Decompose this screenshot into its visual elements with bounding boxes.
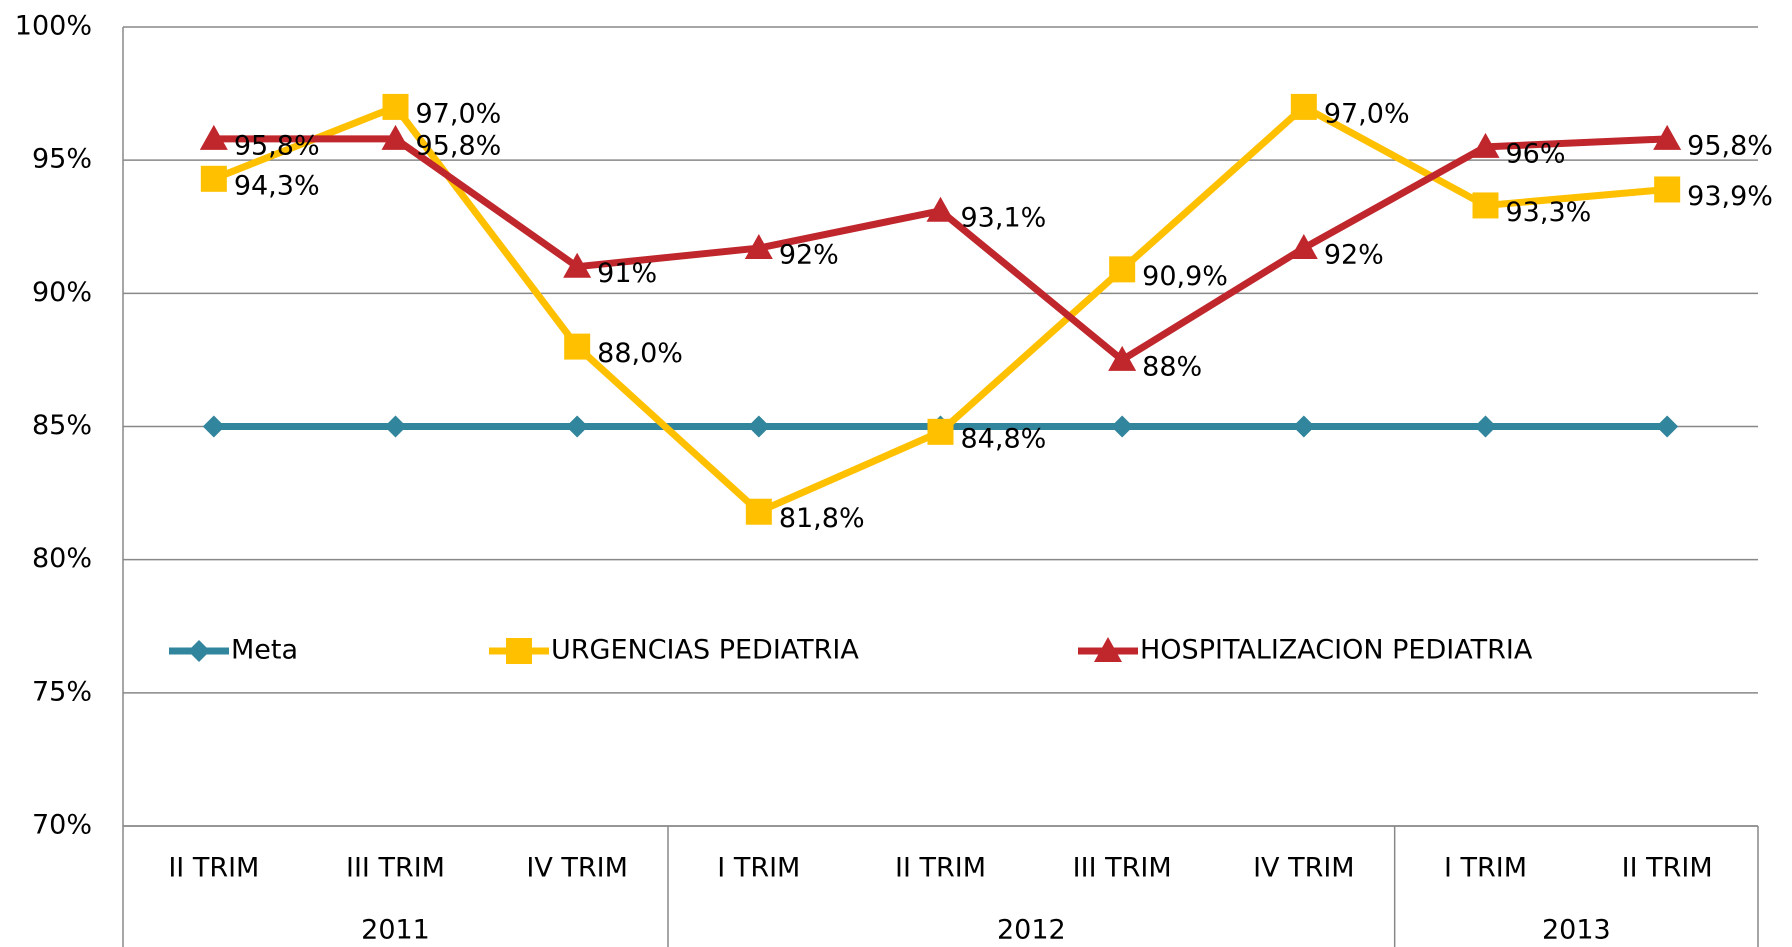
y-tick-label: 100% [15, 11, 92, 42]
x-tick-label: III TRIM [346, 853, 445, 884]
data-label: 95,8% [234, 130, 320, 161]
legend-label: URGENCIAS PEDIATRIA [551, 635, 859, 666]
marker [1109, 256, 1136, 283]
x-tick-label: II TRIM [1622, 853, 1713, 884]
marker [927, 418, 954, 445]
data-label: 84,8% [961, 423, 1047, 454]
marker [1094, 637, 1122, 662]
group-label: 2011 [361, 915, 430, 946]
data-label: 92% [1324, 240, 1384, 271]
marker [1654, 176, 1681, 203]
marker [1474, 415, 1497, 438]
data-label: 97,0% [416, 98, 502, 129]
marker [745, 498, 772, 525]
marker [566, 415, 589, 438]
marker [1653, 124, 1682, 150]
data-label: 95,8% [416, 130, 502, 161]
data-label: 97,0% [1324, 98, 1410, 129]
data-label: 91% [597, 258, 657, 289]
data-label: 93,9% [1687, 181, 1773, 212]
x-tick-label: IV TRIM [1253, 853, 1355, 884]
marker [199, 124, 228, 150]
series: 94,3% 97,0% 88,0% 81,8% 84,8% 90,9% 97,0% 93,3%… [200, 93, 1773, 534]
x-tick-label: I TRIM [717, 853, 800, 884]
marker [1471, 132, 1500, 158]
marker [1289, 234, 1318, 260]
data-label: 94,3% [234, 170, 320, 201]
group-label: 2013 [1542, 915, 1611, 946]
group-label: 2012 [997, 915, 1066, 946]
marker [744, 234, 773, 260]
marker [382, 93, 409, 120]
marker [747, 415, 770, 438]
data-label: 95,8% [1687, 130, 1773, 161]
data-label: 93,3% [1506, 197, 1592, 228]
y-tick-label: 85% [32, 410, 92, 441]
series-line [213, 135, 1668, 364]
marker [200, 165, 227, 192]
x-tick-label: II TRIM [895, 853, 986, 884]
marker [1472, 192, 1499, 219]
marker [506, 638, 532, 664]
series: 95,8% 95,8% 91% 92% 93,1% 88% 92% 96% 95,8% [199, 124, 1773, 382]
x-tick-label: II TRIM [168, 853, 259, 884]
marker [202, 415, 225, 438]
marker [1108, 345, 1137, 371]
x-tick-label: IV TRIM [526, 853, 628, 884]
data-label: 81,8% [779, 503, 865, 534]
marker [564, 333, 591, 360]
y-tick-label: 95% [32, 144, 92, 175]
y-tick-label: 70% [32, 810, 92, 841]
data-label: 92% [779, 240, 839, 271]
marker [384, 415, 407, 438]
marker [381, 124, 410, 150]
marker [563, 252, 592, 278]
data-label: 96% [1506, 138, 1566, 169]
legend-label: Meta [231, 635, 298, 666]
marker [188, 640, 210, 662]
y-tick-label: 75% [32, 676, 92, 707]
marker [926, 196, 955, 222]
marker [1656, 415, 1679, 438]
data-label: 93,1% [961, 202, 1047, 233]
marker [1111, 415, 1134, 438]
data-label: 88,0% [597, 338, 683, 369]
marker [1292, 415, 1315, 438]
data-label: 88% [1142, 351, 1202, 382]
data-label: 90,9% [1142, 261, 1228, 292]
marker [1290, 93, 1317, 120]
y-tick-label: 90% [32, 277, 92, 308]
x-tick-label: III TRIM [1073, 853, 1172, 884]
legend-label: HOSPITALIZACION PEDIATRIA [1140, 635, 1533, 666]
x-tick-label: I TRIM [1444, 853, 1527, 884]
y-tick-label: 80% [32, 543, 92, 574]
